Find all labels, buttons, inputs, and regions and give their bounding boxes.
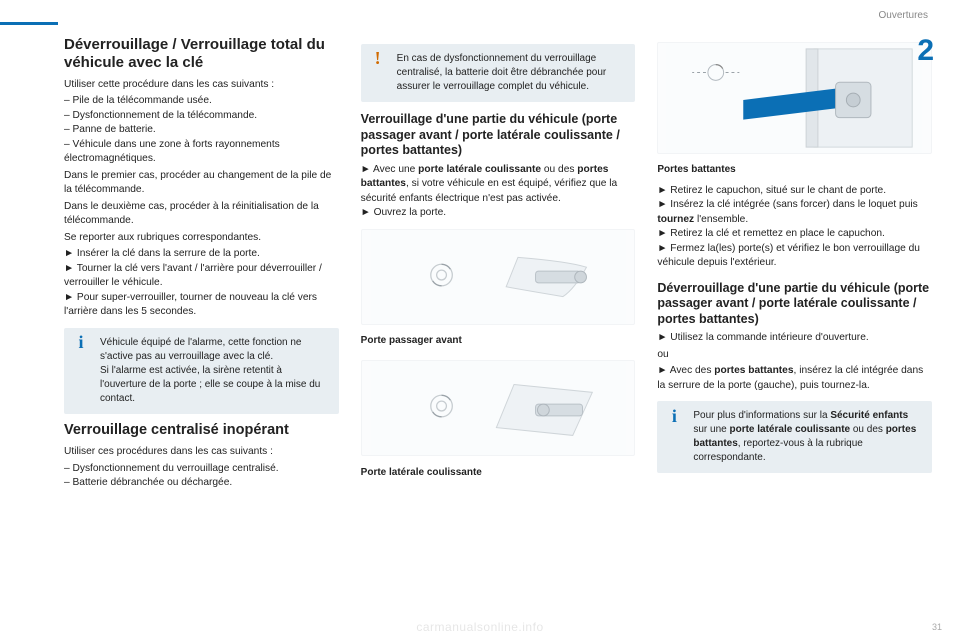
text: sur une — [693, 424, 729, 435]
figure-caption: Porte passager avant — [361, 334, 636, 348]
body-text: Dans le premier cas, procéder au changem… — [64, 169, 339, 198]
callout-warning-battery: ! En cas de dysfonctionnement du verroui… — [361, 44, 636, 102]
dash-list-cases: Pile de la télécommande usée. Dysfonctio… — [64, 94, 339, 166]
text-bold: Sécurité enfants — [830, 410, 908, 421]
heading-lock-part: Verrouillage d'une partie du véhicule (p… — [361, 112, 636, 159]
text-bold: tournez — [657, 214, 694, 225]
list-item: Ouvrez la porte. — [361, 206, 636, 220]
intro-text: Utiliser ces procédures dans les cas sui… — [64, 445, 339, 459]
figure-swing-doors — [657, 42, 932, 154]
column-1: Déverrouillage / Verrouillage total du v… — [64, 36, 339, 493]
list-item: Utilisez la commande intérieure d'ouvert… — [657, 331, 932, 345]
list-item: Retirez la clé et remettez en place le c… — [657, 227, 932, 241]
intro-text: Utiliser cette procédure dans les cas su… — [64, 78, 339, 92]
list-item: Dysfonctionnement du verrouillage centra… — [64, 462, 339, 476]
text: l'ensemble. — [694, 214, 748, 225]
callout-info-alarm: i Véhicule équipé de l'alarme, cette fon… — [64, 328, 339, 414]
text: Avec des — [670, 365, 715, 376]
figure-sliding-door — [361, 360, 636, 456]
manual-page: Ouvertures 2 Déverrouillage / Verrouilla… — [0, 0, 960, 640]
list-item: Tourner la clé vers l'avant / l'arrière … — [64, 262, 339, 291]
body-text: Dans le deuxième cas, procéder à la réin… — [64, 200, 339, 229]
columns: Déverrouillage / Verrouillage total du v… — [64, 36, 932, 493]
text-bold: porte latérale coulissante — [729, 424, 850, 435]
heading-unlock-part: Déverrouillage d'une partie du véhicule … — [657, 281, 932, 328]
or-text: ou — [657, 348, 932, 362]
watermark: carmanualsonline.info — [416, 620, 543, 634]
list-item: Panne de batterie. — [64, 123, 339, 137]
arrow-list: Retirez le capuchon, situé sur le chant … — [657, 184, 932, 271]
heading-central-lock-fail: Verrouillage centralisé inopérant — [64, 422, 339, 439]
breadcrumb: Ouvertures — [879, 10, 928, 21]
text: ou des — [541, 164, 577, 175]
callout-body: Véhicule équipé de l'alarme, cette fonct… — [74, 336, 329, 406]
warning-icon: ! — [369, 50, 387, 68]
list-item: Pour super-verrouiller, tourner de nouve… — [64, 291, 339, 320]
list-item: Retirez le capuchon, situé sur le chant … — [657, 184, 932, 198]
list-item: Insérer la clé dans la serrure de la por… — [64, 247, 339, 261]
page-number: 31 — [932, 622, 942, 632]
arrow-list: Utilisez la commande intérieure d'ouvert… — [657, 331, 932, 345]
callout-body: Pour plus d'informations sur la Sécurité… — [667, 409, 922, 465]
text: ou des — [850, 424, 886, 435]
list-item: Batterie débranchée ou déchargée. — [64, 476, 339, 490]
column-3: Portes battantes Retirez le capuchon, si… — [657, 36, 932, 493]
dash-list-cases-2: Dysfonctionnement du verrouillage centra… — [64, 462, 339, 491]
list-item: Dysfonctionnement de la télécommande. — [64, 109, 339, 123]
arrow-list: Avec une porte latérale coulissante ou d… — [361, 163, 636, 221]
figure-caption: Portes battantes — [657, 163, 932, 177]
arrow-list: Avec des portes battantes, insérez la cl… — [657, 364, 932, 393]
callout-info-childlock: i Pour plus d'informations sur la Sécuri… — [657, 401, 932, 473]
list-item: Insérez la clé intégrée (sans forcer) da… — [657, 198, 932, 227]
callout-body: En cas de dysfonctionnement du verrouill… — [371, 52, 626, 94]
column-2: ! En cas de dysfonctionnement du verroui… — [361, 36, 636, 493]
accent-bar — [0, 22, 58, 25]
chapter-number: 2 — [917, 34, 934, 68]
text: Insérez la clé intégrée (sans forcer) da… — [670, 199, 917, 210]
heading-unlock-lock: Déverrouillage / Verrouillage total du v… — [64, 36, 339, 72]
figure-caption: Porte latérale coulissante — [361, 466, 636, 480]
text: Avec une — [373, 164, 418, 175]
list-item: Fermez la(les) porte(s) et vérifiez le b… — [657, 242, 932, 271]
list-item: Avec des portes battantes, insérez la cl… — [657, 364, 932, 393]
list-item: Pile de la télécommande usée. — [64, 94, 339, 108]
list-item: Véhicule dans une zone à forts rayonneme… — [64, 138, 339, 167]
text: Pour plus d'informations sur la — [693, 410, 830, 421]
arrow-list-steps: Insérer la clé dans la serrure de la por… — [64, 247, 339, 319]
list-item: Avec une porte latérale coulissante ou d… — [361, 163, 636, 206]
info-icon: i — [72, 334, 90, 352]
text-bold: portes battantes — [714, 365, 793, 376]
body-text: Se reporter aux rubriques correspondante… — [64, 231, 339, 245]
figure-passenger-door — [361, 229, 636, 325]
text-bold: porte latérale coulissante — [418, 164, 541, 175]
info-icon: i — [665, 407, 683, 425]
